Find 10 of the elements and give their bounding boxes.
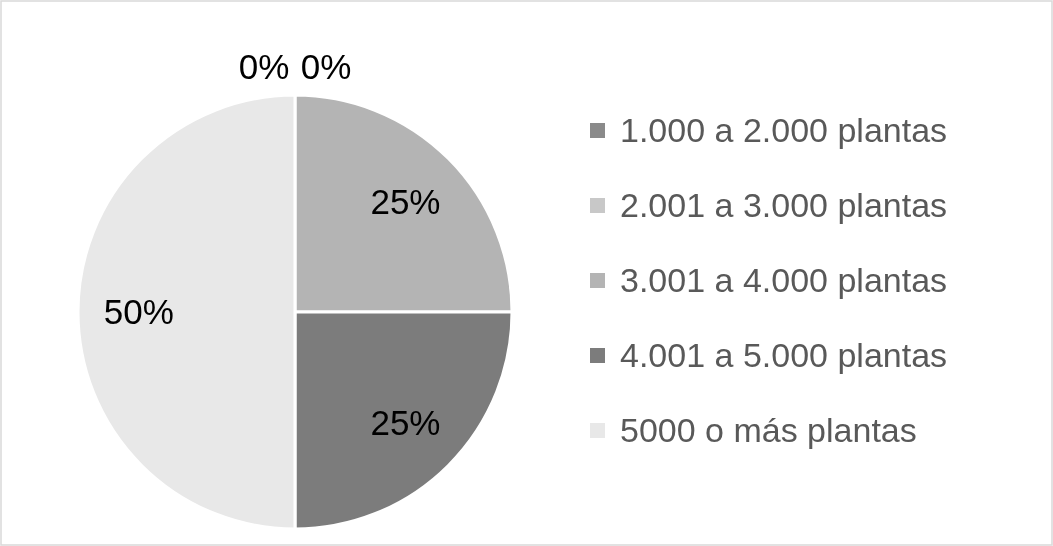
data-label: 25% [370, 181, 441, 221]
legend-label: 1.000 a 2.000 plantas [620, 110, 948, 149]
text: 0% [238, 47, 290, 87]
legend-label: 3.001 a 4.000 plantas [620, 260, 948, 299]
legend-label: 5000 o más plantas [620, 410, 917, 449]
data-label: 25% [370, 402, 441, 442]
text: 0% [300, 47, 352, 87]
legend-label: 4.001 a 5.000 plantas [620, 335, 948, 374]
legend-label: 2.001 a 3.000 plantas [620, 185, 948, 224]
data-label: 50% [103, 292, 174, 332]
